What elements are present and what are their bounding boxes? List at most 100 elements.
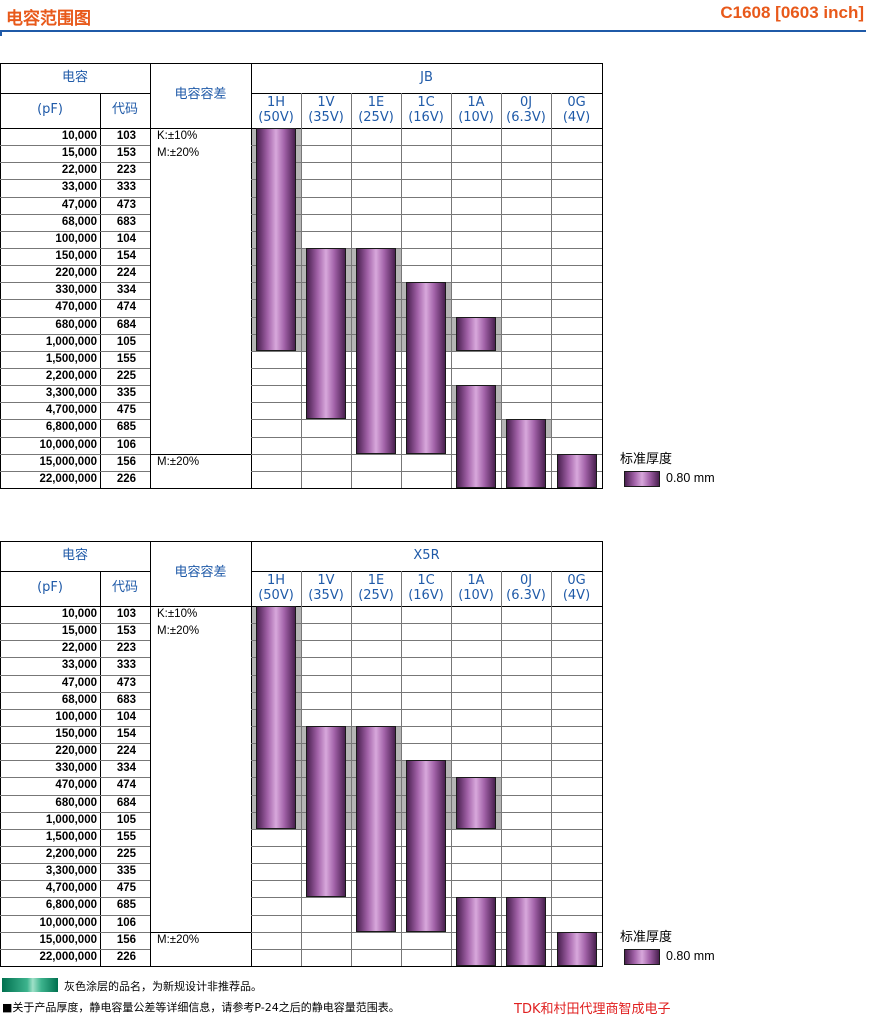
header-voltage-value: (25V) (358, 109, 394, 125)
header-code: 代码 (111, 580, 138, 596)
row-line (251, 231, 602, 232)
row-line (251, 623, 602, 624)
rating-bar (456, 385, 496, 488)
row-line (0, 402, 150, 403)
header-voltage-code: 1C (417, 94, 435, 110)
header-rule (0, 30, 866, 32)
capacitance-code: 225 (116, 369, 136, 382)
header-voltage-value: (16V) (408, 587, 444, 603)
row-line (251, 932, 602, 933)
capacitance-code: 224 (116, 267, 136, 280)
voltage-column-divider (351, 93, 352, 488)
tolerance-m-high: M:±20% (157, 933, 200, 946)
capacitance-code: 475 (116, 404, 136, 417)
non-recommended-swatch (2, 978, 58, 992)
rating-bar (406, 282, 446, 454)
capacitance-code: 104 (116, 232, 136, 245)
rating-bar (556, 931, 597, 966)
row-line (0, 145, 150, 146)
row-line (251, 454, 602, 455)
header-voltage-value: (4V) (562, 587, 591, 603)
page-header: 电容范围图 C1608 [0603 inch] (0, 0, 866, 36)
row-line (0, 317, 150, 318)
capacitance-code: 473 (116, 198, 136, 211)
capacitance-code: 103 (116, 130, 136, 142)
column-divider (251, 541, 252, 966)
capacitance-code: 335 (116, 865, 136, 878)
column-divider (150, 541, 151, 966)
capacitance-code: 683 (116, 693, 136, 706)
capacitance-value: 47,000 (61, 676, 97, 689)
capacitance-value: 2,200,000 (45, 847, 97, 860)
capacitance-code: 104 (116, 710, 136, 723)
capacitance-code: 684 (116, 796, 136, 809)
capacitance-code: 474 (116, 779, 136, 792)
capacitance-value: 150,000 (55, 727, 97, 740)
voltage-column-divider (451, 571, 452, 966)
tolerance-k: K:±10% (157, 608, 198, 620)
row-line (0, 437, 150, 438)
capacitance-code: 334 (116, 284, 136, 297)
capacitance-code: 685 (116, 421, 136, 434)
capacitance-value: 470,000 (55, 779, 97, 792)
row-line (0, 282, 150, 283)
footer-note-thickness: ■关于产品厚度，静电容量公差等详细信息，请参考P-24之后的静电容量范围表。 (2, 1001, 400, 1014)
rating-bar (406, 760, 446, 932)
header-voltage-code: 1V (317, 572, 335, 588)
tolerance-k: K:±10% (157, 130, 198, 142)
voltage-column-divider (301, 93, 302, 488)
voltage-column-divider (401, 571, 402, 966)
capacitance-code: 224 (116, 745, 136, 758)
capacitance-code: 153 (116, 625, 136, 638)
header-tolerance: 电容容差 (174, 565, 227, 581)
capacitance-value: 6,800,000 (45, 899, 97, 912)
part-number-title: C1608 [0603 inch] (720, 3, 864, 22)
capacitance-code: 685 (116, 899, 136, 912)
header-split (251, 571, 602, 572)
row-line (0, 795, 150, 796)
row-line (0, 162, 150, 163)
capacitance-code: 153 (116, 147, 136, 160)
row-line (251, 675, 602, 676)
capacitance-value: 470,000 (55, 301, 97, 314)
column-divider (150, 63, 151, 488)
row-line (0, 915, 150, 916)
capacitance-code: 223 (116, 164, 136, 177)
capacitance-code: 156 (116, 455, 136, 468)
row-line (0, 231, 150, 232)
capacitance-value: 10,000 (61, 130, 97, 142)
row-line (251, 145, 602, 146)
header-voltage-value: (4V) (562, 109, 591, 125)
capacitance-code: 155 (116, 830, 136, 843)
header-voltage-value: (6.3V) (506, 109, 546, 125)
header-voltage-code: 1E (367, 94, 385, 110)
header-voltage-code: 0J (519, 94, 533, 110)
capacitance-value: 6,800,000 (45, 421, 97, 434)
header-rule-tick (0, 30, 2, 36)
capacitance-code: 156 (116, 933, 136, 946)
table-top-border (0, 541, 602, 542)
capacitance-value: 3,300,000 (45, 387, 97, 400)
capacitance-code: 225 (116, 847, 136, 860)
header-voltage-value: (6.3V) (506, 587, 546, 603)
rating-bar (456, 897, 496, 966)
rating-bar (306, 725, 346, 898)
row-line (0, 675, 150, 676)
row-line (0, 692, 150, 693)
voltage-column-divider (551, 571, 552, 966)
table-left-border (0, 63, 1, 488)
capacitance-value: 150,000 (55, 249, 97, 262)
row-line (0, 846, 150, 847)
capacitance-value: 68,000 (61, 215, 97, 228)
capacitance-value: 22,000,000 (39, 950, 97, 963)
capacitance-value: 100,000 (55, 710, 97, 723)
column-divider (100, 93, 101, 488)
tolerance-m: M:±20% (157, 625, 200, 638)
row-line (0, 880, 150, 881)
rating-bar (556, 453, 597, 488)
capacitance-code: 154 (116, 249, 136, 262)
table-bottom-border (0, 487, 602, 489)
row-line (251, 657, 602, 658)
row-line (251, 709, 602, 710)
legend-title-jb: 标准厚度 (620, 452, 673, 467)
